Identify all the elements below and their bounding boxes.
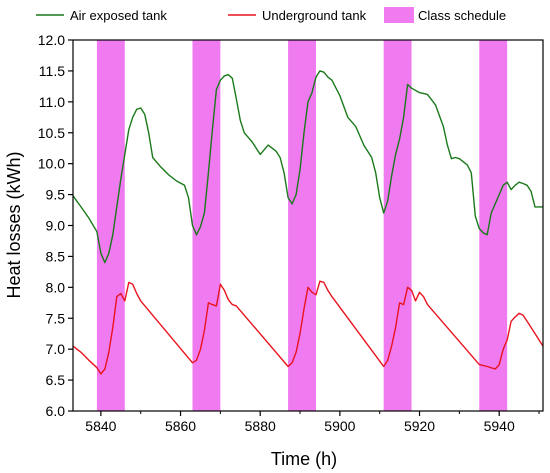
y-tick-label: 8.0 (46, 279, 66, 295)
legend-air-exposed-label: Air exposed tank (70, 8, 167, 23)
x-axis-title: Time (h) (271, 449, 337, 469)
x-tick-label: 5860 (165, 418, 196, 434)
y-tick-label: 6.5 (46, 372, 66, 388)
x-tick-label: 5840 (85, 418, 116, 434)
y-tick-label: 10.5 (38, 125, 65, 141)
y-tick-label: 9.0 (46, 218, 66, 234)
x-tick-label: 5880 (245, 418, 276, 434)
y-tick-label: 7.0 (46, 341, 66, 357)
class-schedule-band (288, 40, 316, 411)
class-schedule-band (96, 40, 125, 411)
x-tick-label: 5920 (404, 418, 435, 434)
y-tick-label: 6.0 (46, 403, 66, 419)
legend: Air exposed tank Underground tank Class sc… (36, 7, 506, 23)
air-exposed-tank-line (72, 70, 543, 264)
legend-underground-label: Underground tank (262, 8, 367, 23)
class-schedule-band (479, 40, 508, 411)
series-lines (72, 70, 544, 375)
underground-tank-line (72, 280, 544, 375)
legend-class-schedule-label: Class schedule (418, 8, 506, 23)
y-tick-label: 11.0 (39, 94, 65, 110)
class-schedule-band (383, 40, 412, 411)
y-axis-title: Heat losses (kWh) (4, 151, 24, 298)
legend-class-schedule-swatch (384, 7, 414, 23)
y-tick-label: 10.0 (38, 156, 65, 172)
y-tick-label: 8.5 (46, 248, 66, 264)
y-tick-label: 12.0 (38, 32, 65, 48)
y-tick-label: 7.5 (46, 310, 66, 326)
y-tick-label: 9.5 (46, 187, 66, 203)
x-tick-label: 5940 (484, 418, 515, 434)
x-tick-label: 5900 (324, 418, 355, 434)
y-tick-label: 11.5 (39, 63, 65, 79)
axes: 5840 5860 5880 5900 5920 5940 6.0 6.5 7.0 7.5 8.0 8… (38, 32, 544, 434)
class-schedule-bands (96, 40, 508, 411)
